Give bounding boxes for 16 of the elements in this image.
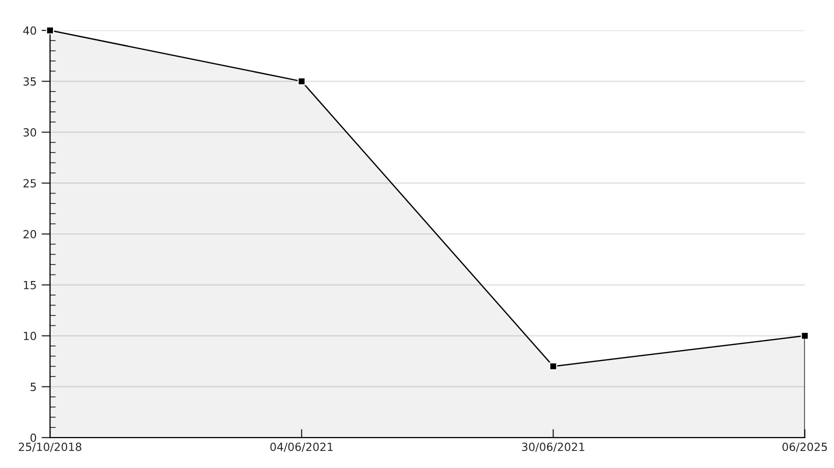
x-tick-label: 06/2025 — [782, 442, 827, 452]
x-tick-label: 30/06/2021 — [522, 442, 584, 452]
y-tick-label: 20 — [24, 230, 36, 238]
y-tick-label: 25 — [24, 179, 36, 188]
point — [800, 332, 809, 340]
y-tick-label: 0 — [30, 434, 36, 442]
y-tick-label: 10 — [24, 332, 36, 340]
point — [298, 77, 306, 86]
x-tick-label: 04/06/2021 — [270, 442, 333, 452]
y-tick-label: 15 — [24, 281, 36, 290]
y-tick-label: 40 — [23, 26, 36, 35]
x-tick-label: 25/10/2018 — [18, 442, 82, 452]
y-tick-label: 35 — [24, 77, 36, 86]
y-tick-label: 5 — [30, 382, 36, 392]
y-tick-label: 30 — [24, 128, 36, 137]
point — [549, 362, 558, 370]
